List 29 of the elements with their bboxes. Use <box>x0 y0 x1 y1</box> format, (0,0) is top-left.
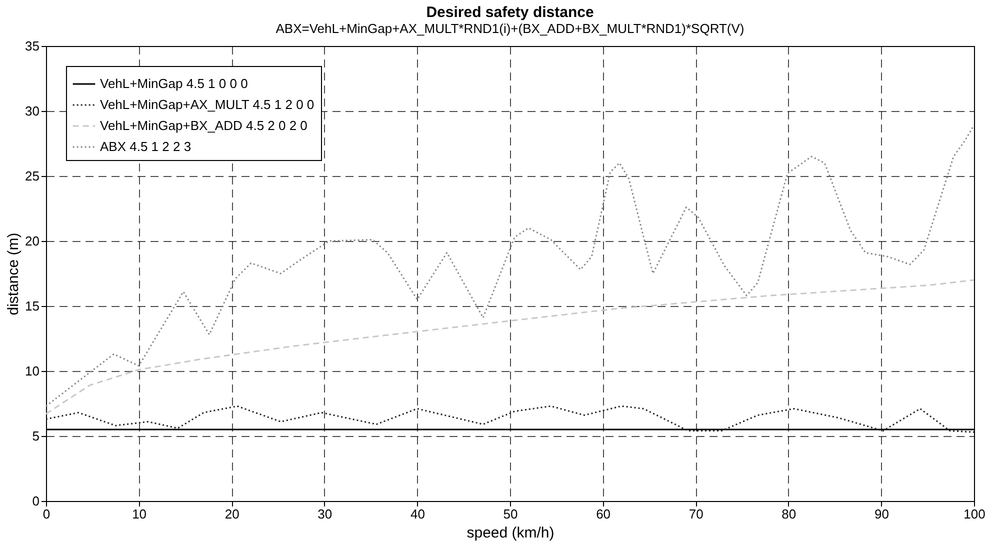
y-tick-label: 30 <box>25 104 40 118</box>
y-axis-title: distance (m) <box>5 232 22 316</box>
y-tick-label: 20 <box>25 234 40 248</box>
x-tick-label: 10 <box>132 506 147 522</box>
x-tick-label: 90 <box>874 506 889 522</box>
line-series <box>45 405 975 433</box>
x-tick-label: 20 <box>224 506 240 522</box>
legend-label: ABX 4.5 1 2 2 3 <box>100 139 192 154</box>
legend-label: VehL+MinGap+AX_MULT 4.5 1 2 0 0 <box>100 97 314 112</box>
x-tick-label: 60 <box>596 506 611 522</box>
x-tick-label: 80 <box>782 506 796 522</box>
x-tick-label: 100 <box>964 506 986 522</box>
line-series <box>45 279 975 415</box>
x-tick-label: 0 <box>42 506 50 522</box>
y-tick-label: 35 <box>25 38 40 54</box>
x-tick-label: 30 <box>318 506 332 522</box>
y-tick-label: 15 <box>25 298 40 314</box>
legend-label: VehL+MinGap 4.5 1 0 0 0 <box>100 76 248 91</box>
y-tick-label: 0 <box>32 494 40 508</box>
legend-label: VehL+MinGap+BX_ADD 4.5 2 0 2 0 <box>100 118 308 133</box>
x-axis-title: speed (km/h) <box>466 524 554 542</box>
y-tick-label: 10 <box>25 364 40 378</box>
y-tick-label: 5 <box>32 428 40 444</box>
x-tick-label: 70 <box>688 506 704 522</box>
x-tick-label: 40 <box>410 506 425 522</box>
x-tick-label: 50 <box>503 506 518 522</box>
y-tick-label: 25 <box>25 168 40 184</box>
chart-subtitle: ABX=VehL+MinGap+AX_MULT*RND1(i)+(BX_ADD+BX_MULT*RND1)*SQRT(V) <box>276 21 744 36</box>
chart-title: Desired safety distance <box>426 4 594 21</box>
